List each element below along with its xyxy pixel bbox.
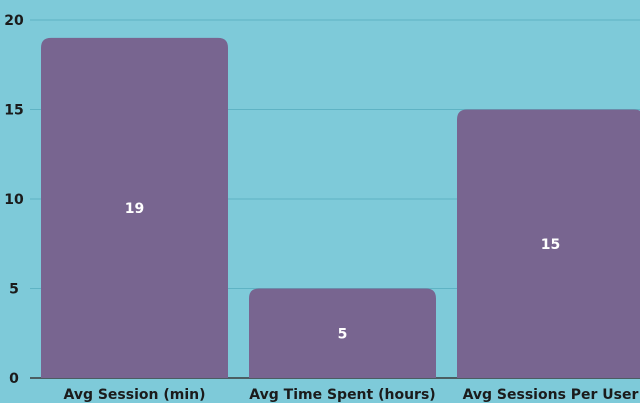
y-tick-label: 5 bbox=[9, 282, 19, 298]
x-category-label: Avg Sessions Per User bbox=[463, 387, 639, 403]
bars bbox=[41, 37, 640, 379]
bar bbox=[249, 288, 436, 378]
bar bbox=[41, 37, 228, 379]
y-tick-label: 20 bbox=[4, 13, 24, 29]
x-category-label: Avg Time Spent (hours) bbox=[249, 387, 435, 403]
bar-value-label: 5 bbox=[338, 326, 348, 342]
y-axis: 0 5 10 15 20 bbox=[4, 13, 24, 387]
y-tick-label: 0 bbox=[9, 371, 19, 387]
bar-value-label: 15 bbox=[541, 237, 560, 253]
x-axis: Avg Session (min) Avg Time Spent (hours) A… bbox=[63, 387, 638, 403]
x-category-label: Avg Session (min) bbox=[63, 387, 205, 403]
y-tick-label: 10 bbox=[4, 192, 24, 208]
y-tick-label: 15 bbox=[4, 103, 23, 119]
bar bbox=[457, 109, 640, 378]
data-labels: 19 5 15 bbox=[125, 201, 560, 342]
bar-value-label: 19 bbox=[125, 201, 144, 217]
